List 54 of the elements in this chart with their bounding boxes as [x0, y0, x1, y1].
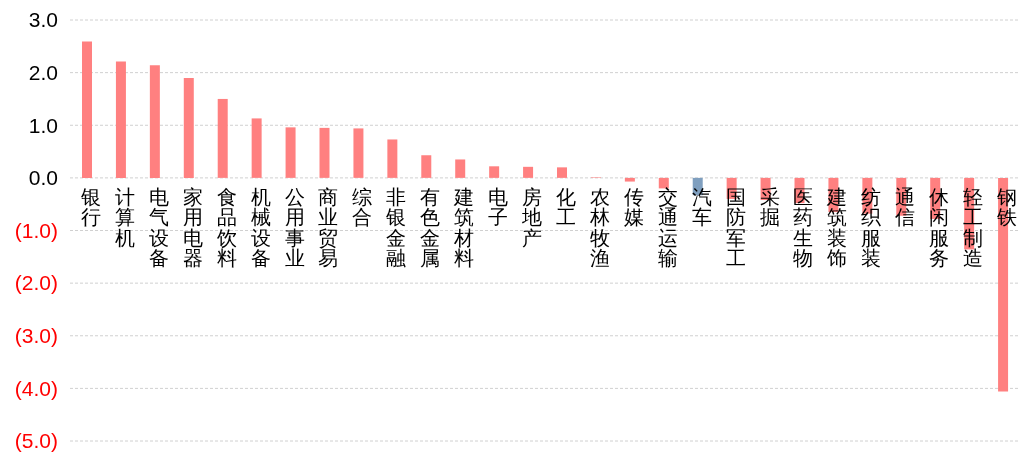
x-tick-label: 医药生物	[793, 184, 814, 271]
x-tick-label: 传媒	[623, 184, 644, 230]
y-tick-label: 3.0	[28, 8, 58, 32]
x-tick-label: 纺织服装	[861, 184, 882, 271]
bar	[624, 177, 635, 182]
x-tick-label: 国防军工	[725, 184, 746, 271]
y-tick-label: (4.0)	[14, 376, 58, 400]
bar	[387, 139, 398, 178]
bar	[217, 98, 228, 178]
x-tick-label: 通信	[895, 184, 916, 230]
x-tick-label: 有色金属	[420, 184, 441, 271]
x-tick-label: 交通运输	[657, 184, 678, 271]
bar	[353, 128, 364, 178]
x-tick-label: 钢铁	[996, 184, 1018, 230]
x-tick-label: 银行	[79, 184, 101, 230]
bar	[115, 61, 126, 178]
x-tick-label: 农林牧渔	[588, 184, 610, 271]
x-tick-label: 化工	[555, 184, 576, 230]
x-tick-label: 采掘	[759, 184, 780, 230]
x-tick-label: 商业贸易	[318, 184, 339, 271]
bar	[455, 159, 466, 178]
bar	[557, 167, 567, 178]
bar	[523, 166, 534, 178]
x-tick-label: 家用电器	[182, 184, 203, 271]
bar	[183, 77, 194, 178]
x-tick-label: 轻工制造	[963, 184, 984, 271]
bar	[149, 65, 160, 178]
bar	[421, 155, 432, 178]
y-tick-label: (5.0)	[14, 429, 58, 453]
x-tick-label: 计算机	[114, 184, 135, 250]
x-tick-label: 建筑材料	[453, 184, 475, 271]
x-tick-label: 机械设备	[250, 184, 271, 271]
y-tick-label: (1.0)	[14, 218, 58, 242]
y-tick-label: (2.0)	[14, 271, 58, 295]
x-tick-label: 综合	[352, 184, 373, 230]
x-tick-label: 建筑装饰	[826, 184, 848, 271]
bar	[658, 177, 669, 189]
y-tick-label: 1.0	[28, 113, 58, 137]
x-tick-label: 电气设备	[148, 184, 169, 271]
y-tick-label: 2.0	[28, 60, 58, 84]
bar	[82, 41, 92, 178]
x-tick-label: 汽车	[691, 184, 712, 230]
bar	[319, 127, 330, 178]
y-tick-label: 0.0	[28, 166, 58, 190]
bar	[285, 127, 296, 178]
x-tick-label: 食品饮料	[215, 184, 237, 271]
bar	[489, 166, 500, 178]
y-tick-label: (3.0)	[14, 324, 58, 348]
x-tick-label: 非银金融	[385, 184, 407, 271]
x-tick-label: 房地产	[521, 184, 543, 250]
x-tick-label: 电子	[488, 184, 509, 230]
bar	[251, 118, 262, 178]
x-tick-label: 公用事业	[284, 184, 305, 271]
x-tick-label: 休闲服务	[929, 184, 950, 271]
